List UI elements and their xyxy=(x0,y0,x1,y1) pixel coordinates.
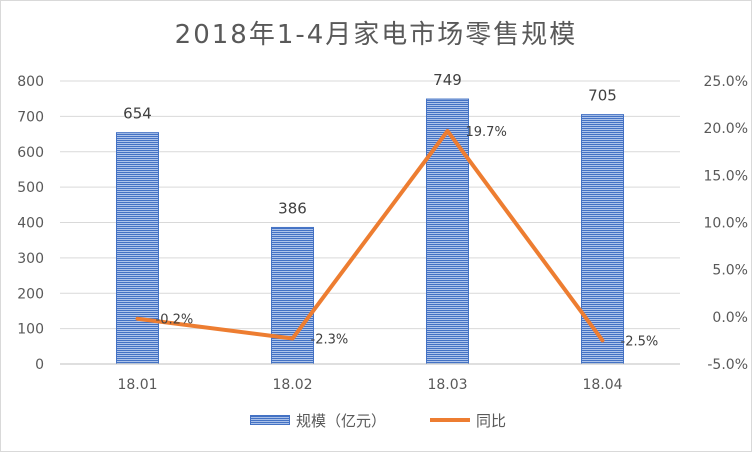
legend-line-swatch xyxy=(430,418,470,422)
y-left-tick-label: 400 xyxy=(17,216,44,232)
chart-legend: 规模（亿元） 同比 xyxy=(0,408,752,432)
line-data-label: -2.5% xyxy=(621,334,659,349)
bar xyxy=(426,98,469,365)
y-left-tick-label: 700 xyxy=(17,109,44,125)
y-left-tick-label: 100 xyxy=(17,322,44,338)
legend-bar-label: 规模（亿元） xyxy=(296,411,387,430)
bar-data-label: 705 xyxy=(588,87,617,105)
y-right-tick-label: 20.0% xyxy=(704,121,748,137)
bar xyxy=(581,114,624,365)
bar-data-label: 386 xyxy=(278,199,307,217)
y-right-tick-label: -5.0% xyxy=(707,357,748,373)
legend-item-bar[interactable]: 规模（亿元） xyxy=(250,408,386,432)
line-point xyxy=(291,337,294,341)
y-left-tick-label: 600 xyxy=(17,145,44,161)
y-right-tick-label: 5.0% xyxy=(712,263,748,279)
bar xyxy=(116,132,159,365)
y-left-tick-label: 500 xyxy=(17,180,44,196)
y-right-tick-label: 0.0% xyxy=(712,310,748,326)
x-tick-label: 18.01 xyxy=(117,377,157,393)
y-left-tick-label: 800 xyxy=(17,74,44,90)
line-data-label: -2.3% xyxy=(311,333,349,348)
x-tick-label: 18.02 xyxy=(272,377,312,393)
line-point xyxy=(136,317,139,321)
y-right-tick-label: 15.0% xyxy=(704,168,748,184)
y-left-tick-label: 200 xyxy=(17,286,44,302)
bar-data-label: 654 xyxy=(123,105,152,123)
y-left-tick-label: 300 xyxy=(17,251,44,267)
x-tick-label: 18.03 xyxy=(427,377,467,393)
bar-data-label: 749 xyxy=(433,71,462,89)
legend-bar-swatch xyxy=(250,415,290,425)
line-data-label: -0.2% xyxy=(156,313,194,328)
chart-title: 2018年1-4月家电市场零售规模 xyxy=(174,20,578,50)
bar xyxy=(271,226,314,365)
y-right-tick-label: 25.0% xyxy=(704,74,748,90)
line-data-label: 19.7% xyxy=(466,125,507,140)
y-left-tick-label: 0 xyxy=(35,357,44,373)
x-tick-label: 18.04 xyxy=(582,377,622,393)
y-right-tick-label: 10.0% xyxy=(704,216,748,232)
legend-line-label: 同比 xyxy=(476,411,507,430)
legend-item-line[interactable]: 同比 xyxy=(430,408,506,432)
line-point xyxy=(601,338,604,342)
line-series xyxy=(135,128,605,343)
line-point xyxy=(446,129,449,133)
